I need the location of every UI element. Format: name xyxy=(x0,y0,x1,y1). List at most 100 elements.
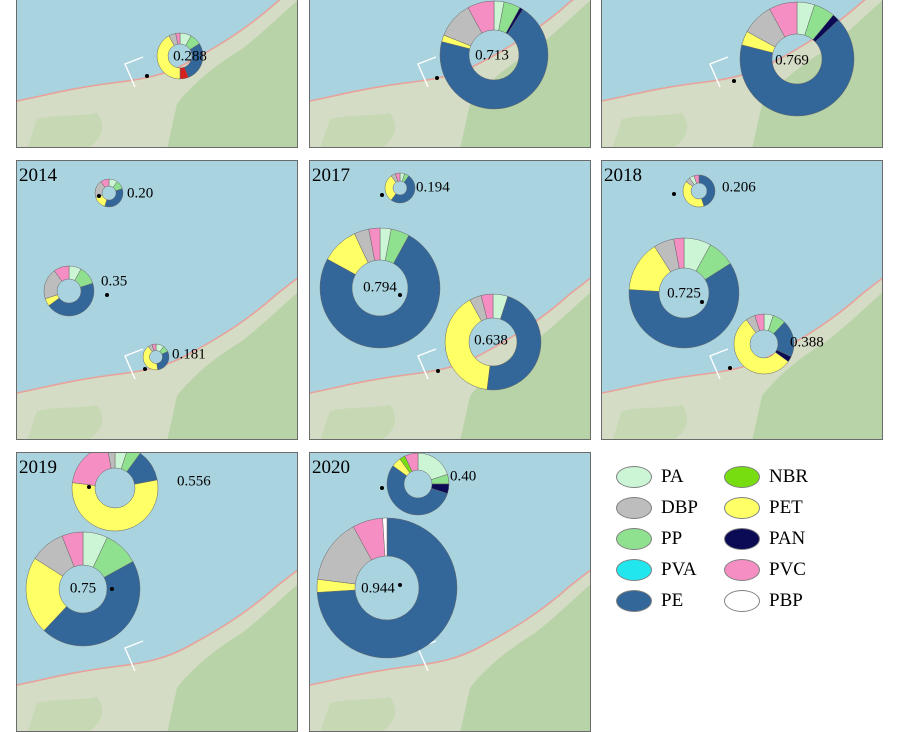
abundance-label: 0.181 xyxy=(172,346,206,362)
donut-slice xyxy=(390,175,416,204)
legend-swatch xyxy=(724,528,760,550)
legend-label: NBR xyxy=(769,466,809,487)
legend-swatch xyxy=(616,528,652,550)
abundance-label: 0.944 xyxy=(361,580,395,596)
donut-slice xyxy=(628,263,740,349)
donut-slice xyxy=(444,299,491,390)
donut-slice xyxy=(61,531,84,568)
map-svg: 0.769 xyxy=(602,0,882,147)
donut-chart xyxy=(386,453,450,516)
donut-chart xyxy=(682,174,716,208)
coastline xyxy=(17,0,281,102)
legend-swatch xyxy=(724,497,760,519)
donut-chart xyxy=(439,0,549,110)
donut-slice xyxy=(467,0,495,34)
sample-point xyxy=(732,79,736,83)
abundance-label: 0.769 xyxy=(775,52,809,68)
legend-label: PE xyxy=(661,590,684,611)
donut-slice xyxy=(72,453,112,486)
sample-point xyxy=(380,193,384,197)
abundance-label: 0.725 xyxy=(667,285,701,301)
map-panel: 0.288 xyxy=(16,0,298,148)
legend-label: PVC xyxy=(769,559,806,580)
donut-slice xyxy=(156,35,181,80)
legend-swatch xyxy=(616,590,652,612)
abundance-label: 0.75 xyxy=(70,580,96,596)
sample-point xyxy=(672,192,676,196)
sample-point xyxy=(105,293,109,297)
abundance-label: 0.794 xyxy=(363,279,397,295)
legend-label: PVA xyxy=(661,559,697,580)
abundance-label: 0.35 xyxy=(101,273,127,289)
sample-point xyxy=(145,74,149,78)
map-svg: 0.40 0.944 xyxy=(310,453,590,731)
legend-label: PAN xyxy=(769,528,806,549)
sample-point xyxy=(87,485,91,489)
year-label: 2019 xyxy=(19,457,57,478)
map-panel: 0.206 0.725 0.388 2018 xyxy=(601,160,883,440)
harbor-pier xyxy=(709,56,729,88)
map-panel: 0.713 xyxy=(309,0,591,148)
abundance-label: 0.206 xyxy=(722,179,756,195)
donut-slice xyxy=(754,313,765,331)
harbor-pier xyxy=(417,348,437,380)
donut-slice xyxy=(368,227,381,261)
donut-chart xyxy=(319,227,441,349)
legend-label: PA xyxy=(661,466,684,487)
legend-swatch xyxy=(616,559,652,581)
harbor-pier xyxy=(417,56,437,88)
donut-chart xyxy=(384,172,416,204)
harbor-pier xyxy=(124,348,144,380)
legend-swatch xyxy=(724,590,760,612)
harbor-pier xyxy=(709,348,729,380)
donut-slice xyxy=(693,174,700,184)
year-label: 2017 xyxy=(312,165,350,186)
harbor-pier xyxy=(124,56,144,88)
abundance-label: 0.638 xyxy=(474,332,508,348)
donut-chart xyxy=(739,1,855,117)
sample-point xyxy=(380,486,384,490)
sample-point xyxy=(143,367,147,371)
map-svg: 0.20 0.35 0.181 xyxy=(17,178,297,439)
sample-point xyxy=(110,587,114,591)
legend-label: DBP xyxy=(661,497,698,518)
donut-slice xyxy=(404,453,419,472)
donut-slice xyxy=(175,32,181,45)
donut-chart xyxy=(156,32,204,80)
year-label: 2014 xyxy=(19,165,57,186)
donut-chart xyxy=(142,343,170,371)
map-svg: 0.206 0.725 0.388 xyxy=(602,174,882,439)
sample-point xyxy=(436,369,440,373)
forest-area xyxy=(612,113,688,147)
donut-slice xyxy=(486,296,542,391)
donut-chart xyxy=(71,453,159,532)
sample-point xyxy=(398,293,402,297)
legend-swatch xyxy=(724,559,760,581)
donut-slice xyxy=(439,9,549,110)
legend-label: PBP xyxy=(769,590,803,611)
sample-point xyxy=(728,366,732,370)
donut-slice xyxy=(108,453,116,469)
map-panel: 0.769 xyxy=(601,0,883,148)
abundance-label: 0.194 xyxy=(416,179,450,195)
map-svg: 0.556 0.75 xyxy=(17,453,297,731)
abundance-label: 0.288 xyxy=(173,48,207,64)
abundance-label: 0.20 xyxy=(127,185,153,201)
donut-slice xyxy=(739,19,855,117)
forest-area xyxy=(27,405,103,439)
abundance-label: 0.40 xyxy=(450,468,476,484)
map-panel: 0.556 0.75 2019 xyxy=(16,452,298,732)
abundance-label: 0.713 xyxy=(475,47,509,63)
forest-area xyxy=(752,292,882,439)
donut-chart xyxy=(94,178,124,208)
map-panel: 0.20 0.35 0.181 2014 xyxy=(16,160,298,440)
legend-swatch xyxy=(724,466,760,488)
donut-slice xyxy=(53,265,70,282)
legend-swatch xyxy=(616,466,652,488)
donut-slice xyxy=(733,319,789,375)
donut-slice xyxy=(100,178,110,188)
sample-point xyxy=(97,194,101,198)
year-label: 2018 xyxy=(604,165,642,186)
sample-point xyxy=(435,76,439,80)
year-label: 2020 xyxy=(312,457,350,478)
